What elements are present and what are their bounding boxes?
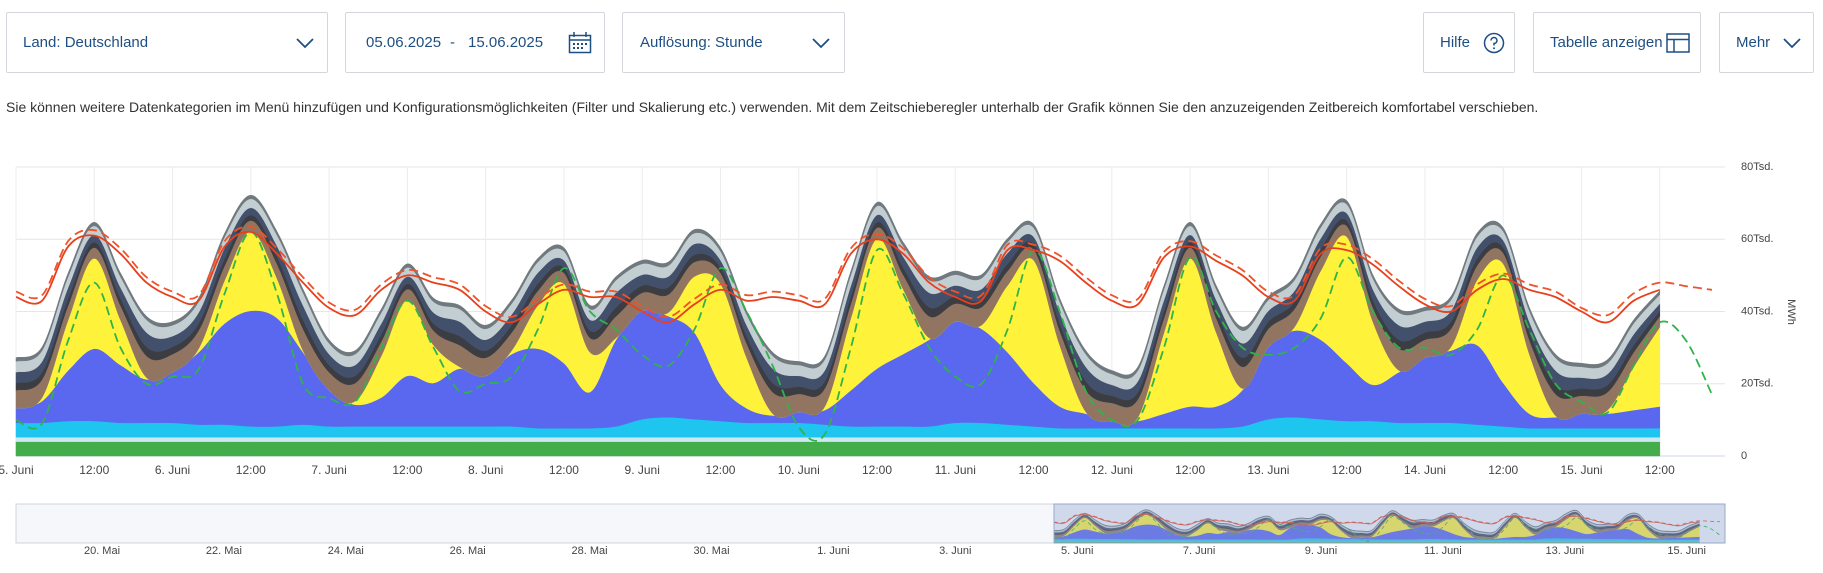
resolution-select[interactable]: Auflösung: Stunde [622, 12, 845, 73]
navigator-label: 30. Mai [693, 545, 729, 557]
area [15, 436, 1661, 442]
navigator-label: 3. Juni [939, 545, 971, 557]
x-tick-label: 12. Juni [1091, 463, 1133, 477]
area-navigator [1053, 509, 1700, 534]
date-separator: - [450, 34, 455, 51]
x-tick-label: 12:00 [549, 463, 579, 477]
date-to: 15.06.2025 [468, 34, 544, 51]
navigator-label: 7. Juni [1183, 545, 1215, 557]
x-tick-label: 7. Juni [311, 463, 346, 477]
x-tick-label: 12:00 [79, 463, 109, 477]
help-label: Hilfe [1440, 34, 1471, 51]
x-tick-label: 12:00 [862, 463, 892, 477]
y-tick-label: 60Tsd. [1741, 233, 1773, 245]
navigator-label: 26. Mai [450, 545, 486, 557]
chevron [1783, 38, 1801, 49]
area [15, 441, 1661, 457]
y-tick-label: 20Tsd. [1741, 378, 1773, 390]
chevron [812, 38, 830, 49]
x-tick-label: 14. Juni [1404, 463, 1446, 477]
calendar-icon [568, 32, 592, 54]
x-tick-label: 12:00 [1645, 463, 1675, 477]
navigator-label: 22. Mai [206, 545, 242, 557]
navigator-label: 1. Juni [817, 545, 849, 557]
country-select[interactable]: Land: Deutschland [6, 12, 328, 73]
line [15, 230, 1661, 324]
x-tick-label: 13. Juni [1247, 463, 1289, 477]
y-tick-label: 80Tsd. [1741, 161, 1773, 173]
navigator-label: 11. Juni [1424, 545, 1462, 557]
country-label: Land: Deutschland [23, 34, 149, 51]
x-tick-label: 12:00 [1488, 463, 1518, 477]
x-tick-label: 11. Juni [935, 463, 976, 477]
x-tick-label: 10. Juni [778, 463, 820, 477]
area [15, 194, 1661, 379]
x-tick-label: 12:00 [1175, 463, 1205, 477]
navigator-label: 5. Juni [1061, 545, 1093, 557]
y-tick-label: 0 [1741, 450, 1747, 462]
x-tick-label: 12:00 [1332, 463, 1362, 477]
line-navigator [1053, 513, 1721, 542]
x-tick-label: 12:00 [392, 463, 422, 477]
navigator-selection [1053, 503, 1726, 544]
table-button[interactable]: Tabelle anzeigen [1533, 12, 1701, 73]
navigator-label: 24. Mai [328, 545, 364, 557]
x-tick-label: 12:00 [1019, 463, 1049, 477]
date-range[interactable]: 05.06.2025 - 15.06.2025 [345, 12, 605, 73]
navigator-label: 15. Juni [1667, 545, 1706, 557]
chevron [296, 38, 314, 49]
x-tick-label: 5. Juni [0, 463, 34, 477]
navigator-label: 13. Juni [1546, 545, 1585, 557]
x-tick-label: 12:00 [705, 463, 735, 477]
x-tick-label: 9. Juni [625, 463, 660, 477]
date-from: 05.06.2025 [366, 34, 442, 51]
navigator-label: 9. Juni [1305, 545, 1337, 557]
y-axis-label: MWh [1785, 299, 1797, 325]
more-button[interactable]: Mehr [1719, 12, 1814, 73]
navigator-label: 20. Mai [84, 545, 120, 557]
help-button[interactable]: Hilfe [1423, 12, 1515, 73]
line [15, 231, 1713, 442]
table-label: Tabelle anzeigen [1550, 34, 1663, 51]
line [15, 225, 1713, 318]
x-tick-label: 15. Juni [1560, 463, 1602, 477]
chart: 0 20Tsd. 40Tsd. 60Tsd. 80Tsd. 5. Juni 12:00 6. … [0, 161, 1797, 557]
description: Sie können weitere Datenkategorien im Me… [6, 99, 1539, 115]
more-label: Mehr [1736, 34, 1771, 51]
y-tick-label: 40Tsd. [1741, 305, 1773, 317]
x-tick-label: 8. Juni [468, 463, 503, 477]
x-tick-label: 12:00 [236, 463, 266, 477]
table-icon [1666, 33, 1690, 53]
navigator-label: 28. Mai [572, 545, 608, 557]
line-navigator [1053, 513, 1700, 527]
line-navigator [1053, 513, 1720, 526]
x-tick-label: 6. Juni [155, 463, 190, 477]
help-icon [1483, 32, 1505, 54]
resolution-label: Auflösung: Stunde [640, 34, 763, 51]
